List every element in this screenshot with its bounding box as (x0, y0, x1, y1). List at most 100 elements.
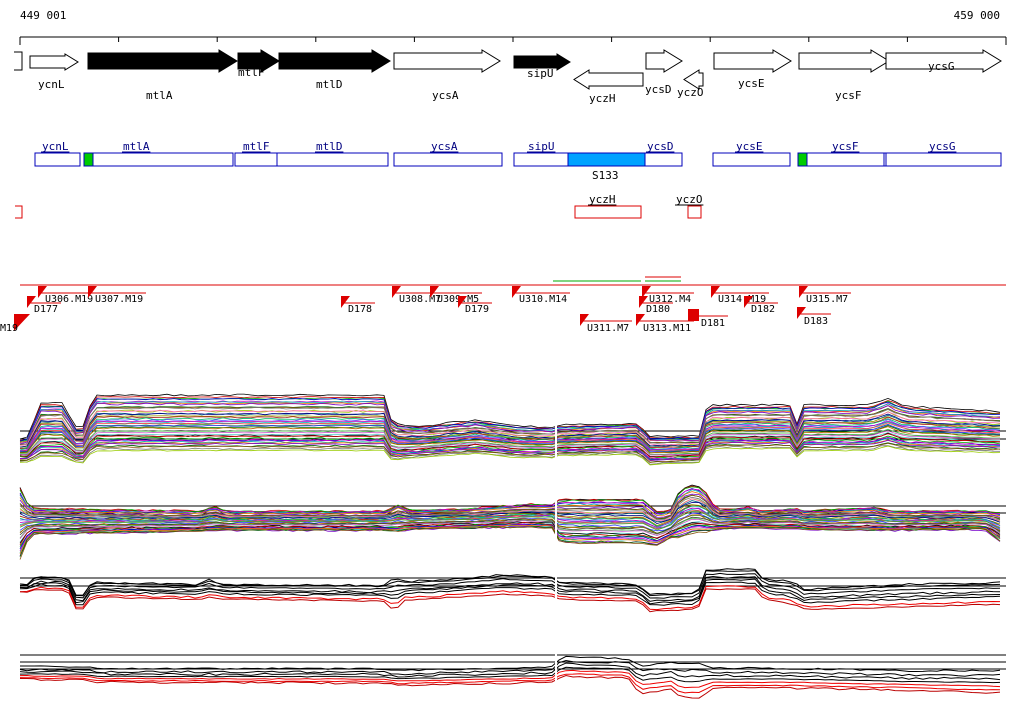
misc-feature-yczh[interactable]: yczH (574, 193, 642, 219)
signal-line (19, 420, 1001, 451)
misc-feature-yczo[interactable]: yczO (675, 193, 704, 219)
gene-arrow-shape[interactable] (683, 69, 704, 90)
probe-flag[interactable] (512, 286, 521, 298)
gene-label: ycsE (738, 77, 765, 90)
probe-flag[interactable] (580, 314, 589, 326)
signal-line (19, 402, 1001, 443)
probe-flag[interactable] (639, 296, 648, 308)
probe-flag[interactable] (744, 296, 753, 308)
signal-line (19, 412, 1001, 448)
probe-marker-d178[interactable]: D178 (341, 296, 375, 315)
probe-flag[interactable] (797, 307, 806, 319)
probe-marker-u315-m7[interactable]: U315.M7 (799, 286, 851, 305)
gene-arrow-ycsf[interactable]: ycsF (798, 49, 890, 102)
probe-marker-u307-m19[interactable]: U307.M19 (88, 286, 146, 305)
probe-flag[interactable] (392, 286, 401, 298)
gene-arrow-yczo[interactable]: yczO (677, 69, 704, 99)
gene-box-ycsd[interactable]: ycsD (644, 140, 683, 167)
gene-box-mtlf[interactable]: mtlF (234, 140, 278, 167)
probe-flag[interactable] (88, 286, 97, 298)
gene-arrow-ycsg[interactable]: ycsG (885, 49, 1002, 73)
gene-box-mtld[interactable]: mtlD (276, 140, 389, 167)
gene-arrow-shape[interactable] (87, 49, 238, 73)
gene-box-rect[interactable] (885, 152, 1002, 167)
signal-line (19, 426, 1001, 454)
probe-marker-d179[interactable]: D179 (458, 296, 492, 315)
gene-box-rect[interactable] (34, 152, 81, 167)
gene-box-sipu[interactable]: sipU (513, 140, 569, 167)
probe-flag[interactable] (430, 286, 439, 298)
gene-box-rect[interactable] (276, 152, 389, 167)
gene-arrow-shape[interactable] (278, 49, 391, 73)
gene-box-mtla[interactable]: mtlA (83, 140, 234, 167)
gene-box-rect[interactable] (567, 152, 646, 167)
gene-box-ycsg[interactable]: ycsG (885, 140, 1002, 167)
probe-marker-d181[interactable]: D181 (688, 309, 728, 329)
misc-feature-rect[interactable] (574, 205, 642, 219)
gene-arrow-yczh[interactable]: yczH (573, 69, 644, 105)
probe-marker-d183[interactable]: D183 (797, 307, 831, 327)
gene-box-ycsa[interactable]: ycsA (393, 140, 503, 167)
probe-marker-d182[interactable]: D182 (744, 296, 778, 315)
gene-box-rect[interactable] (644, 152, 683, 167)
gene-arrow-mtla[interactable]: mtlA (87, 49, 238, 102)
gene-box-label: ycsF (832, 140, 859, 153)
gene-arrow-shape[interactable] (713, 49, 792, 73)
probe-flag[interactable] (636, 314, 645, 326)
probe-flag[interactable] (14, 314, 30, 331)
probe-box[interactable] (688, 309, 699, 321)
probe-flag[interactable] (799, 286, 808, 298)
probe-marker-m19[interactable]: M19 (0, 314, 30, 334)
probe-label: D178 (348, 304, 372, 315)
probe-flag[interactable] (38, 286, 47, 298)
probe-marker-u312-m4[interactable]: U312.M4 (642, 286, 694, 305)
gene-box-rect[interactable] (83, 152, 234, 167)
gene-arrow-shape[interactable] (513, 53, 571, 71)
probe-flag[interactable] (458, 296, 467, 308)
gene-box-ycse[interactable]: ycsE (712, 140, 791, 167)
signal-line (19, 489, 1001, 517)
gene-label: ycsA (432, 89, 459, 102)
probe-flag[interactable] (27, 296, 36, 308)
gene-arrow-mtlf[interactable]: mtlF (237, 49, 280, 79)
probe-marker-u314-m19[interactable]: U314.M19 (711, 286, 769, 305)
gene-arrow-shape[interactable] (885, 49, 1002, 73)
gene-arrow-shape[interactable] (237, 49, 280, 73)
probe-marker-u309-m5[interactable]: U309.M5 (430, 286, 482, 305)
probe-marker-d177[interactable]: D177 (27, 296, 61, 315)
expression-track-4 (19, 654, 1006, 699)
gene-arrow-sipu[interactable]: sipU (513, 53, 571, 80)
probe-flag[interactable] (341, 296, 350, 308)
gene-arrow-mtld[interactable]: mtlD (278, 49, 391, 91)
probe-marker-d180[interactable]: D180 (639, 296, 673, 315)
probe-marker-u311-m7[interactable]: U311.M7 (580, 314, 632, 334)
probe-marker-u310-m14[interactable]: U310.M14 (512, 286, 570, 305)
signal-line (19, 504, 1001, 526)
gene-box-ycnl[interactable]: ycnL (34, 140, 81, 167)
gene-box-rect[interactable] (712, 152, 791, 167)
gene-box-rect[interactable] (797, 152, 887, 167)
gene-arrow-shape[interactable] (393, 49, 501, 73)
gene-arrow-ycnl[interactable]: ycnL (29, 53, 79, 91)
probe-marker-u306-m19[interactable]: U306.M19 (38, 286, 96, 305)
gene-arrow-shape[interactable] (645, 49, 683, 73)
gene-arrow-shape[interactable] (798, 49, 890, 73)
gene-arrow-ycsd[interactable]: ycsD (645, 49, 683, 96)
gene-box-rect[interactable] (393, 152, 503, 167)
gene-box-s133[interactable]: S133 (567, 152, 646, 182)
gene-box-rect[interactable] (513, 152, 569, 167)
probe-flag[interactable] (642, 286, 651, 298)
gene-box-rect[interactable] (234, 152, 278, 167)
gene-box-label: ycnL (42, 140, 69, 153)
probe-flag[interactable] (711, 286, 720, 298)
gene-arrow-shape[interactable] (29, 53, 79, 71)
gene-arrow-ycsa[interactable]: ycsA (393, 49, 501, 102)
misc-feature-label: yczH (589, 193, 616, 206)
misc-feature-rect[interactable] (687, 205, 702, 219)
probe-label: U308.M7 (399, 294, 441, 305)
gene-arrow-ycse[interactable]: ycsE (713, 49, 792, 90)
gene-box-ycsf[interactable]: ycsF (797, 140, 887, 167)
gene-arrow-shape[interactable] (573, 69, 644, 90)
gene-box-label: mtlF (243, 140, 270, 153)
probe-marker-u313-m11[interactable]: U313.M11 (636, 314, 694, 334)
